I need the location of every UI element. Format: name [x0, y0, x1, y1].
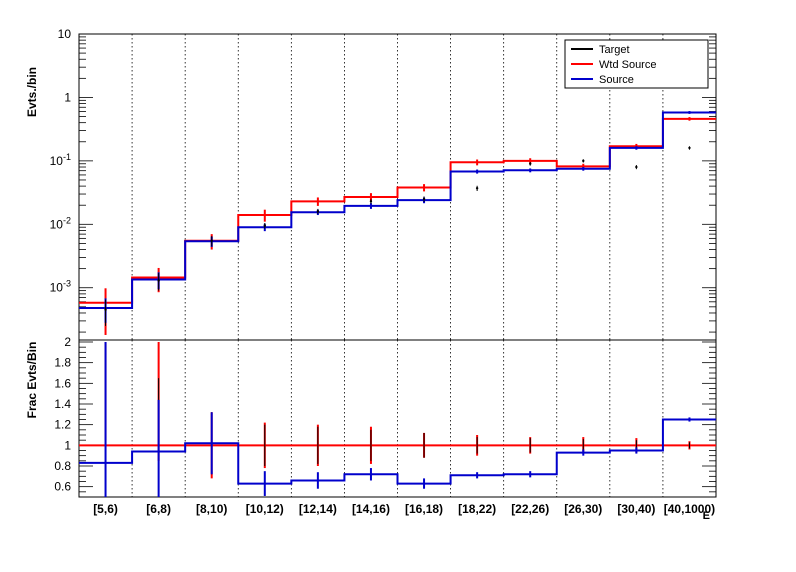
top-target-point	[635, 165, 638, 169]
top-target-point	[688, 146, 691, 150]
bottom-y-tick-label: 1.8	[54, 356, 71, 370]
x-tick-label: [30,40)	[617, 502, 655, 516]
top-y-tick-label: 10-3	[50, 279, 71, 295]
bottom-y-tick-label: 1.6	[54, 376, 71, 390]
x-tick-label: [6,8)	[146, 502, 171, 516]
bottom-y-tick-label: 1.4	[54, 397, 71, 411]
bottom-y-tick-label: 1.2	[54, 418, 71, 432]
x-tick-label: [22,26)	[511, 502, 549, 516]
legend-entry-label: Target	[599, 44, 630, 56]
bottom-panel: 2 1.8 1.6 1.4 1.2 1 0.8 0.6 Frac Evts/Bin [5,6) [6…	[25, 335, 717, 522]
x-axis-label: E	[703, 510, 710, 522]
x-tick-label: [10,12)	[246, 502, 284, 516]
x-tick-label: [40,1000)	[664, 502, 715, 516]
x-tick-label: [8,10)	[196, 502, 227, 516]
top-target-point	[104, 308, 107, 311]
top-target-point	[529, 162, 532, 165]
top-target-point	[263, 224, 266, 227]
x-tick-label: [14,16)	[352, 502, 390, 516]
x-tick-label: [26,30)	[564, 502, 602, 516]
x-tick-label: [18,22)	[458, 502, 496, 516]
top-target-point	[475, 187, 479, 190]
bottom-y-tick-label: 2	[64, 335, 71, 349]
bottom-y-tick-label: 0.6	[54, 480, 71, 494]
bottom-y-axis-label: Frac Evts/Bin	[25, 342, 39, 419]
top-source-histogram	[79, 111, 716, 309]
top-target-point	[157, 279, 160, 282]
x-tick-label: [5,6)	[93, 502, 118, 516]
top-target-point	[316, 210, 320, 213]
top-target-point	[582, 159, 585, 163]
top-y-axis-label: Evts./bin	[25, 67, 39, 117]
top-y-tick-label: 10	[58, 27, 72, 41]
x-tick-label: [16,18)	[405, 502, 443, 516]
x-tick-label: [12,14)	[299, 502, 337, 516]
legend-entry-label: Source	[599, 74, 634, 86]
top-y-tick-label: 10-1	[50, 152, 71, 168]
top-y-tick-label: 1	[64, 90, 71, 104]
top-panel: 10 1 10-1 10-2 10-3 Evts./bin	[25, 27, 717, 341]
bottom-y-tick-label: 1	[64, 438, 71, 452]
legend: Target Wtd Source Source	[564, 39, 709, 89]
bottom-source-histogram	[79, 418, 716, 485]
bottom-y-tick-label: 0.8	[54, 459, 71, 473]
top-target-point	[422, 197, 426, 201]
top-target-point	[210, 239, 213, 242]
legend-entry-label: Wtd Source	[599, 59, 656, 71]
top-target-point	[369, 200, 373, 203]
top-y-tick-label: 10-2	[50, 215, 71, 231]
